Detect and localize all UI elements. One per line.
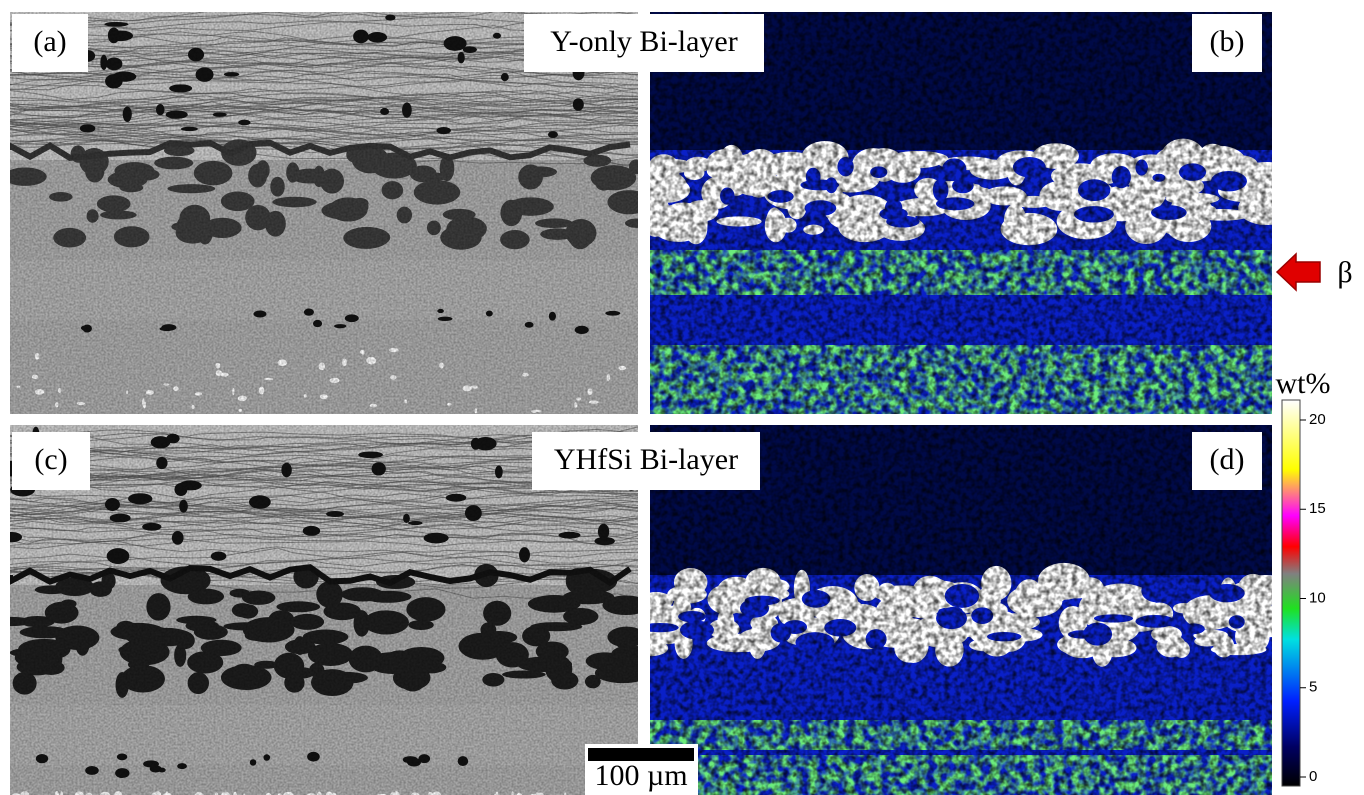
panel-label: (b) — [1210, 25, 1245, 58]
colorbar-unit: wt% — [1276, 367, 1331, 400]
panel-label: (c) — [34, 443, 67, 476]
panel-title: YHfSi Bi-layer — [554, 443, 738, 476]
texture — [10, 12, 638, 414]
scale-bar-label: 100 µm — [594, 759, 687, 792]
colorbar-tick-label: 5 — [1309, 679, 1317, 696]
colorbar-tick-label: 15 — [1309, 500, 1326, 517]
panel-title: Y-only Bi-layer — [550, 25, 737, 58]
eds-map-b — [637, 12, 1295, 414]
panel-label: (d) — [1210, 443, 1245, 476]
colorbar-tick-label: 10 — [1309, 589, 1326, 606]
texture — [650, 12, 1272, 414]
colorbar-tick-label: 0 — [1309, 768, 1317, 785]
arrow-label: β — [1337, 256, 1352, 289]
figure: (a) (b) (c) (d) Y-only Bi-layer YHfSi Bi-laye… — [0, 0, 1364, 795]
colorbar-tick-label: 20 — [1309, 411, 1326, 428]
arrow — [1277, 254, 1320, 290]
colorbar — [1282, 400, 1300, 786]
panel-label: (a) — [33, 25, 66, 58]
